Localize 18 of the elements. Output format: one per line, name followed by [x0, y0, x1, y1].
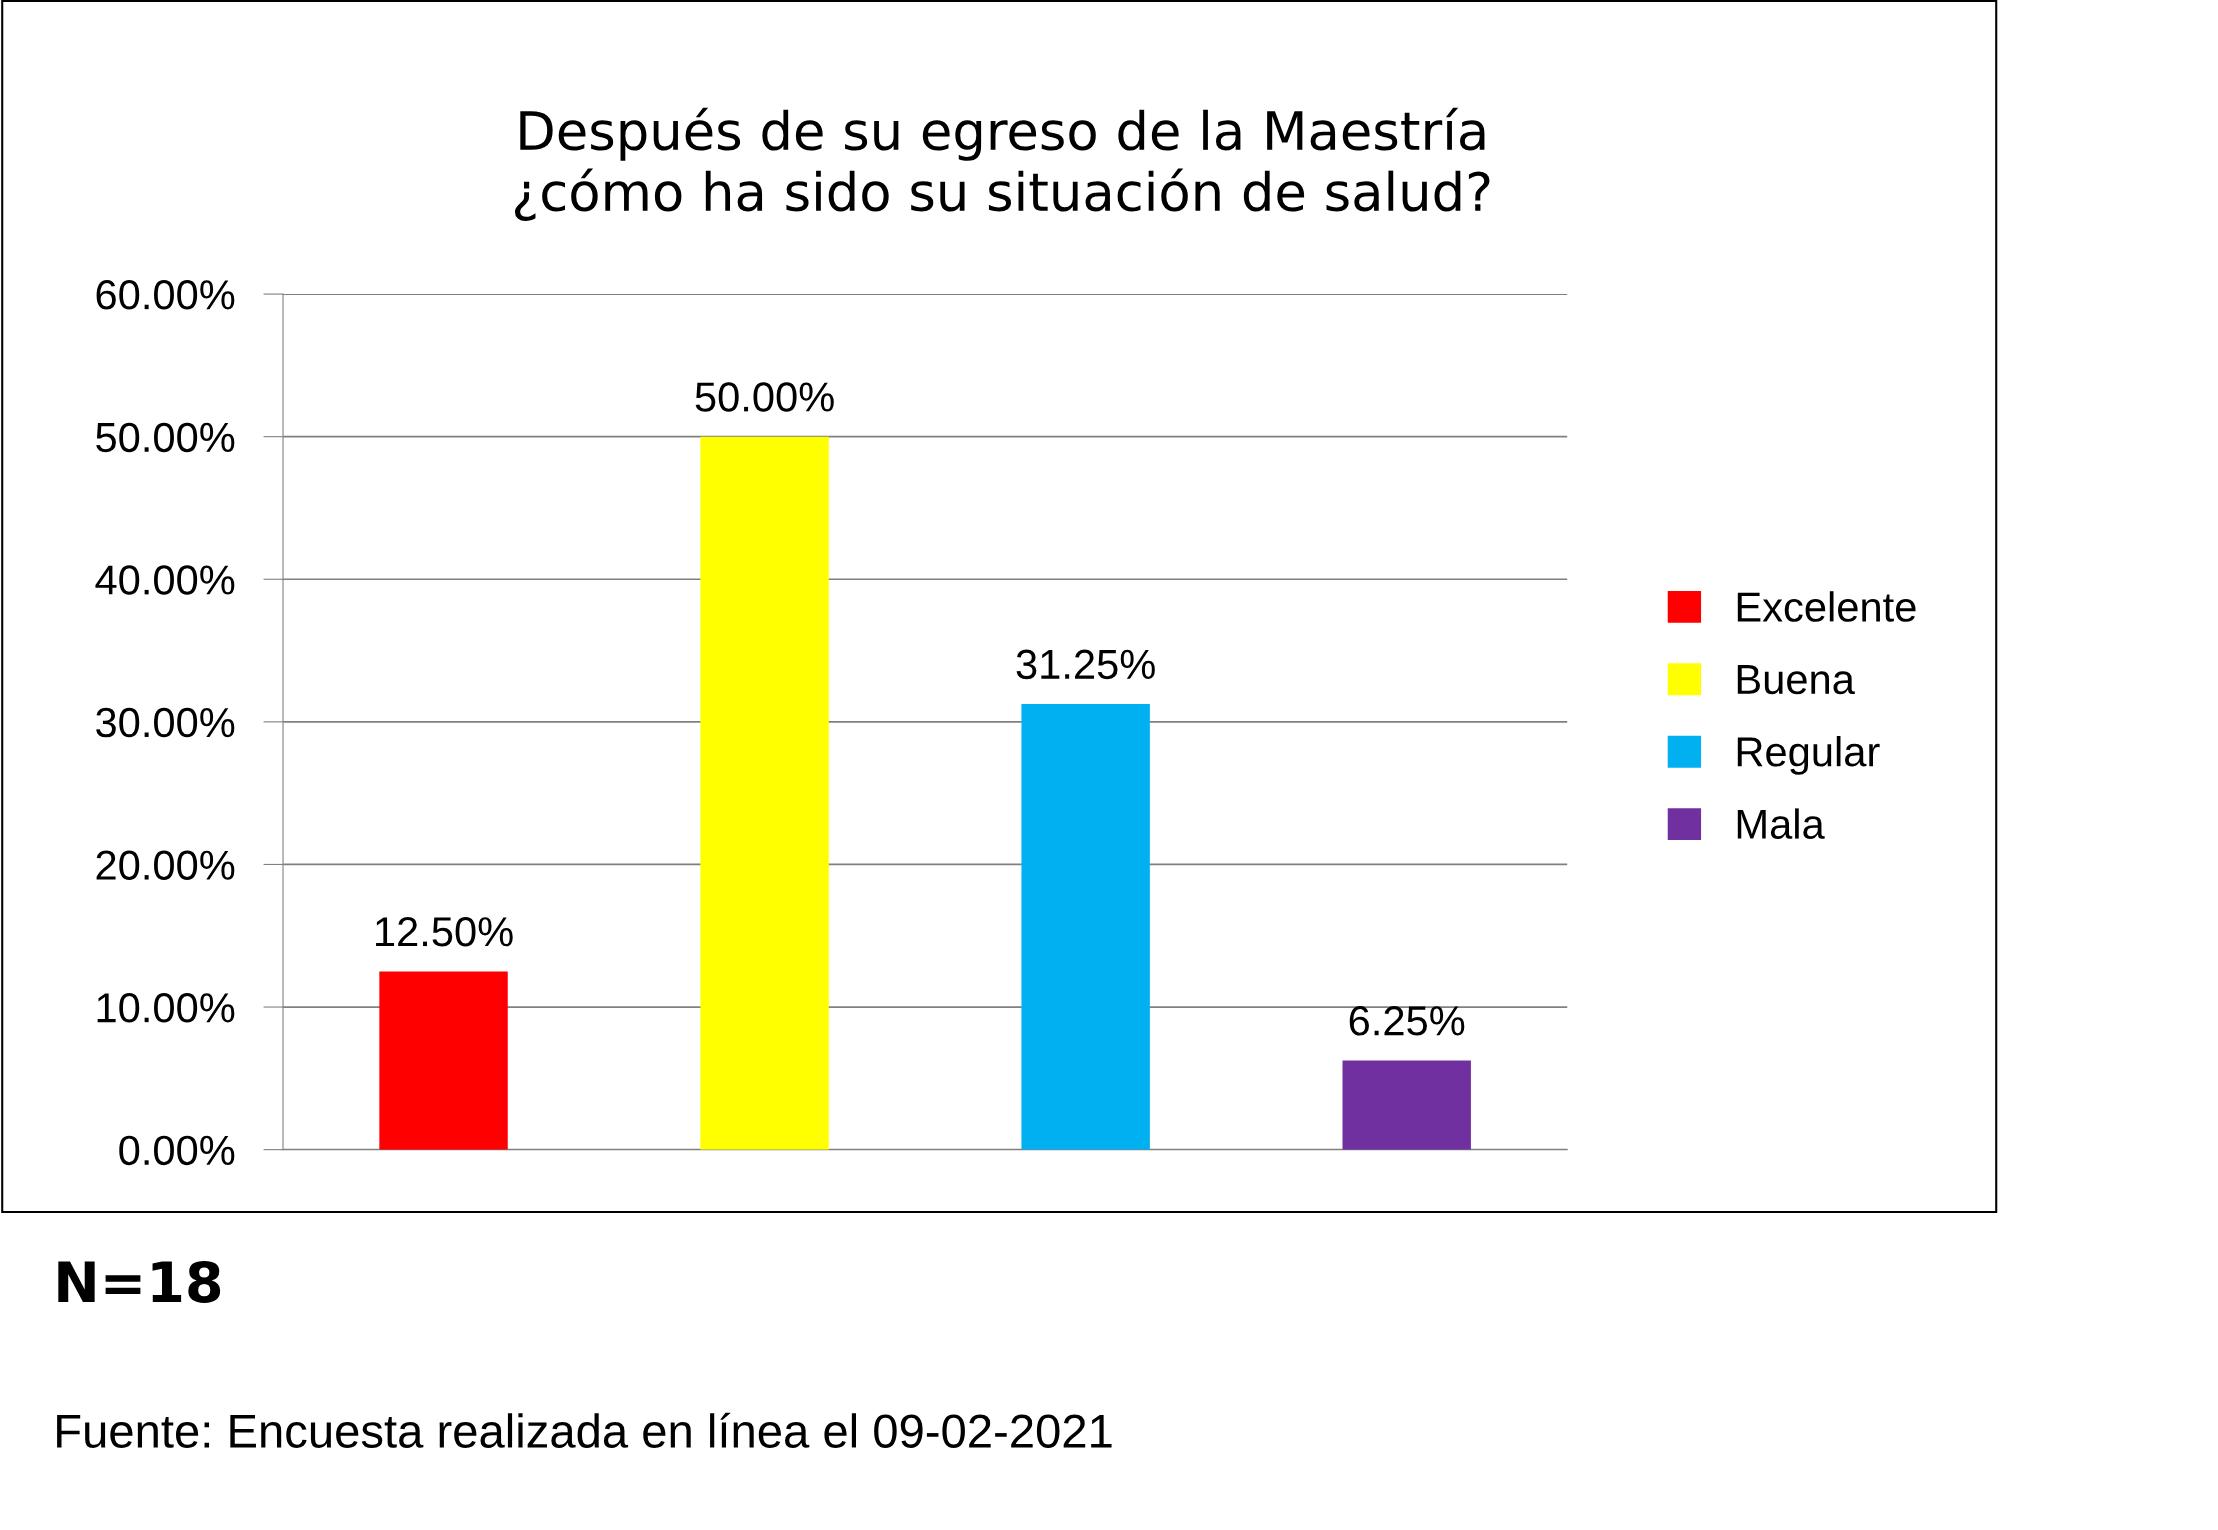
legend-label: Buena — [1737, 665, 1855, 695]
y-tick-label: 50.00% — [96, 422, 235, 453]
y-tick-label: 60.00% — [96, 280, 235, 310]
chart-title: Después de su egreso de la Maestría ¿cómo ha sido su situación de salud? — [514, 107, 1490, 222]
data-label: 12.50% — [376, 916, 513, 947]
text: N=18 — [58, 1260, 221, 1303]
data-label: 50.00% — [695, 382, 834, 412]
y-tick-label: 20.00% — [96, 850, 235, 880]
data-label: 6.25% — [1349, 1006, 1465, 1036]
legend-label: Mala — [1737, 808, 1825, 839]
source-note: Fuente: Encuesta realizada en línea el 09-02-2021 — [57, 1412, 1112, 1448]
y-tick-label: 40.00% — [95, 565, 235, 595]
y-tick-label: 30.00% — [96, 707, 235, 738]
data-label: 31.25% — [1016, 649, 1155, 680]
legend-label: Excelente — [1737, 591, 1916, 622]
legend-label: Regular — [1737, 735, 1880, 775]
y-tick-label: 10.00% — [97, 993, 235, 1023]
y-tick-label: 0.00% — [119, 1135, 235, 1166]
